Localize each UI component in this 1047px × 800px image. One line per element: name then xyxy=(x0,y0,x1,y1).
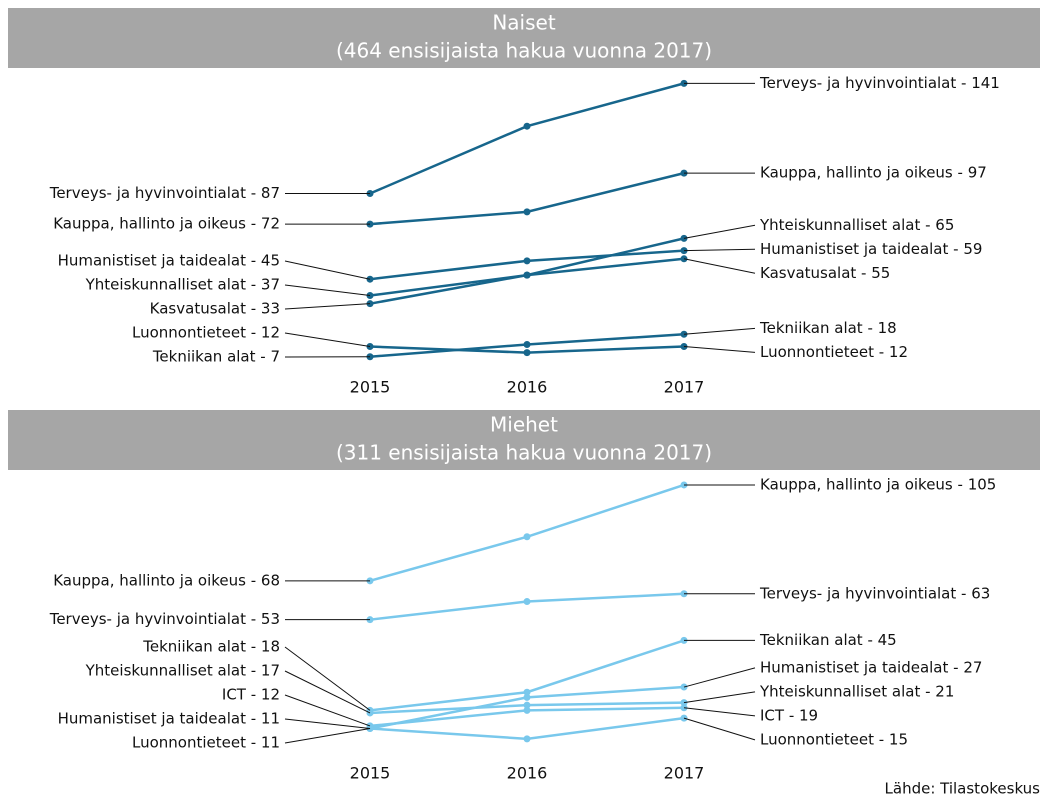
data-label: Humanistiset ja taidealat - 45 xyxy=(58,252,280,270)
data-point xyxy=(523,693,531,701)
data-point xyxy=(523,701,531,709)
leader-line xyxy=(284,728,371,744)
leader-line xyxy=(683,327,756,335)
data-point xyxy=(523,706,531,714)
leader-line xyxy=(683,707,756,717)
leader-line xyxy=(683,346,756,353)
leader-line xyxy=(683,717,756,741)
leader-line xyxy=(683,691,756,704)
panel-header xyxy=(8,410,1040,470)
leader-line xyxy=(683,248,756,252)
series-line xyxy=(369,257,685,305)
data-point xyxy=(523,271,531,279)
data-label: ICT - 19 xyxy=(760,706,818,724)
data-label: Humanistiset ja taidealat - 59 xyxy=(760,240,982,258)
leader-line xyxy=(284,646,371,711)
data-label: Yhteiskunnalliset alat - 21 xyxy=(759,682,954,700)
data-label: Humanistiset ja taidealat - 11 xyxy=(58,710,280,728)
data-label: Yhteiskunnalliset alat - 37 xyxy=(85,276,280,294)
panel-subtitle: (464 ensisijaista hakua vuonna 2017) xyxy=(336,39,712,63)
leader-line xyxy=(284,694,371,727)
data-label: Terveys- ja hyvinvointialat - 87 xyxy=(49,184,280,202)
data-label: ICT - 12 xyxy=(222,686,280,704)
series-line xyxy=(369,171,685,226)
series-line xyxy=(369,483,685,583)
x-tick-label: 2016 xyxy=(507,764,548,783)
data-label: Tekniikan alat - 45 xyxy=(759,631,897,649)
panel-subtitle: (311 ensisijaista hakua vuonna 2017) xyxy=(336,441,712,465)
leader-line xyxy=(284,303,371,310)
source: Lähde: Tilastokeskus xyxy=(885,780,1041,798)
data-label: Luonnontieteet - 15 xyxy=(760,730,908,748)
data-label: Tekniikan alat - 7 xyxy=(152,348,280,366)
data-point xyxy=(523,533,531,541)
leader-line xyxy=(683,667,756,688)
leader-line xyxy=(284,260,371,280)
data-point xyxy=(523,598,531,606)
data-label: Kasvatusalat - 33 xyxy=(150,300,280,318)
series-line xyxy=(369,592,685,621)
data-label: Tekniikan alat - 18 xyxy=(142,638,280,656)
data-label: Tekniikan alat - 18 xyxy=(759,319,897,337)
data-point xyxy=(523,122,531,130)
data-point xyxy=(523,349,531,357)
x-tick-label: 2015 xyxy=(350,378,391,397)
data-label: Terveys- ja hyvinvointialat - 141 xyxy=(759,74,1000,92)
data-label: Yhteiskunnalliset alat - 17 xyxy=(85,662,280,680)
data-label: Kauppa, hallinto ja oikeus - 72 xyxy=(53,215,280,233)
series-line xyxy=(369,237,685,297)
leader-line xyxy=(284,284,371,297)
data-label: Luonnontieteet - 12 xyxy=(760,343,908,361)
data-label: Humanistiset ja taidealat - 27 xyxy=(760,658,982,676)
data-label: Kauppa, hallinto ja oikeus - 97 xyxy=(760,164,987,182)
x-tick-label: 2016 xyxy=(507,378,548,397)
data-point xyxy=(523,340,531,348)
data-point xyxy=(523,688,531,696)
x-tick-label: 2017 xyxy=(664,764,705,783)
panel-header xyxy=(8,8,1040,68)
data-label: Kauppa, hallinto ja oikeus - 105 xyxy=(760,475,996,493)
data-label: Luonnontieteet - 12 xyxy=(132,324,280,342)
panel-title: Naiset xyxy=(492,11,555,35)
leader-line xyxy=(284,718,371,729)
x-tick-label: 2015 xyxy=(350,764,391,783)
data-label: Kauppa, hallinto ja oikeus - 68 xyxy=(53,571,280,589)
data-label: Kasvatusalat - 55 xyxy=(760,264,890,282)
leader-line xyxy=(683,258,756,274)
data-point xyxy=(523,208,531,216)
data-point xyxy=(523,257,531,265)
leader-line xyxy=(683,224,756,239)
x-tick-label: 2017 xyxy=(664,378,705,397)
leader-line xyxy=(284,332,371,348)
data-label: Luonnontieteet - 11 xyxy=(132,734,280,752)
data-point xyxy=(523,735,531,743)
data-label: Yhteiskunnalliset alat - 65 xyxy=(759,216,954,234)
data-label: Terveys- ja hyvinvointialat - 63 xyxy=(759,584,990,602)
panel-title: Miehet xyxy=(490,413,558,437)
data-label: Terveys- ja hyvinvointialat - 53 xyxy=(49,610,280,628)
leader-line xyxy=(284,670,371,714)
series-line xyxy=(369,82,685,195)
